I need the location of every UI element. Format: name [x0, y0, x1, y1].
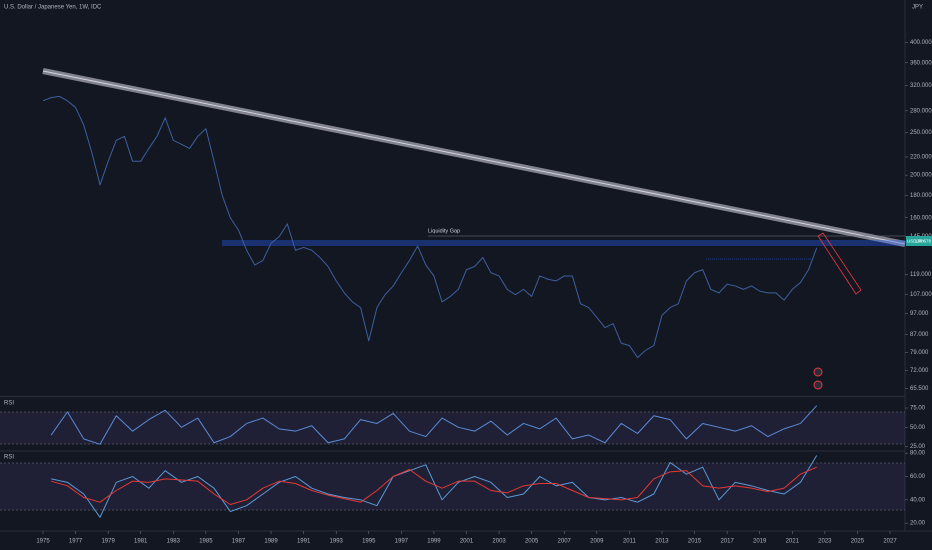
y-tick-label: 320.000	[910, 83, 932, 89]
series-line	[42, 95, 818, 359]
event-marker	[813, 367, 823, 377]
y-tick-label: 60.00	[910, 474, 926, 480]
x-tick-label: 2009	[590, 539, 604, 545]
pane-title: RSI	[4, 401, 14, 407]
x-tick-label: 2027	[883, 539, 897, 545]
y-tick-label: 160.000	[910, 215, 932, 221]
y-tick-label: 79.000	[910, 350, 929, 356]
y-tick-label: 220.000	[910, 154, 932, 160]
x-tick-label: 1983	[167, 539, 181, 545]
y-tick-label: 72.000	[910, 368, 929, 374]
x-tick-label: 2003	[492, 539, 506, 545]
x-tick-label: 1993	[330, 539, 344, 545]
x-tick-label: 2011	[623, 539, 637, 545]
marks: 400.000 360.000 320.000 280.000 250.000 220.0…	[36, 40, 932, 544]
x-tick-label: 2007	[558, 539, 572, 545]
x-tick-label: 2023	[818, 539, 832, 545]
event-marker	[813, 380, 823, 390]
x-tick-label: 1999	[427, 539, 441, 545]
y-tick-label: 40.00	[910, 497, 926, 503]
y-tick-label: 75.00	[910, 406, 926, 412]
x-tick-label: 1989	[264, 539, 278, 545]
series-line	[50, 405, 818, 445]
x-tick-label: 2005	[525, 539, 539, 545]
annotation: Liquidity Gap	[428, 228, 460, 234]
x-tick-label: 1975	[36, 539, 50, 545]
x-tick-label: 1997	[395, 539, 409, 545]
x-tick-label: 1981	[134, 539, 148, 545]
y-tick-label: 180.000	[910, 193, 932, 199]
axis-unit: JPY	[912, 5, 923, 11]
x-tick-label: 2025	[851, 539, 865, 545]
trend-line-edge	[42, 70, 906, 245]
y-tick-label: 87.000	[910, 332, 929, 338]
x-tick-label: 1979	[101, 539, 115, 545]
y-tick-label: 25.00	[910, 444, 926, 450]
x-tick-label: 2015	[688, 539, 702, 545]
x-tick-label: 1977	[69, 539, 83, 545]
series-line	[51, 466, 817, 505]
chart-title: U.S. Dollar / Japanese Yen, 1W, IDC	[4, 5, 102, 11]
y-tick-label: 280.000	[910, 108, 932, 114]
y-tick-label: 80.00	[910, 451, 926, 457]
x-tick-label: 2017	[720, 539, 734, 545]
x-tick-label: 2019	[753, 539, 767, 545]
projection-arrow	[817, 232, 862, 295]
price-label-value: 136.678	[915, 239, 932, 244]
y-tick-label: 119.000	[910, 272, 932, 278]
x-tick-label: 2013	[655, 539, 669, 545]
y-tick-label: 50.00	[910, 425, 926, 431]
y-tick-label: 97.000	[910, 311, 929, 317]
y-tick-label: 65.500	[910, 386, 929, 392]
x-tick-label: 2021	[786, 539, 800, 545]
gap-zone	[222, 240, 905, 246]
rsi-band	[0, 463, 905, 510]
pane-title: RSI	[4, 455, 14, 461]
price-label-symbol: USDJPY	[907, 239, 925, 244]
y-tick-label: 107.000	[910, 292, 932, 298]
x-tick-label: 1987	[232, 539, 246, 545]
y-tick-label: 360.000	[910, 60, 932, 66]
x-tick-label: 1995	[362, 539, 376, 545]
x-tick-label: 1991	[297, 539, 311, 545]
x-tick-label: 2001	[460, 539, 474, 545]
y-tick-label: 200.000	[910, 173, 932, 179]
price-label-box	[906, 236, 932, 246]
y-tick-label: 250.000	[910, 130, 932, 136]
y-tick-label: 400.000	[910, 40, 932, 46]
y-tick-label: 20.00	[910, 521, 926, 527]
x-tick-label: 1985	[199, 539, 213, 545]
rsi-band	[0, 412, 905, 444]
